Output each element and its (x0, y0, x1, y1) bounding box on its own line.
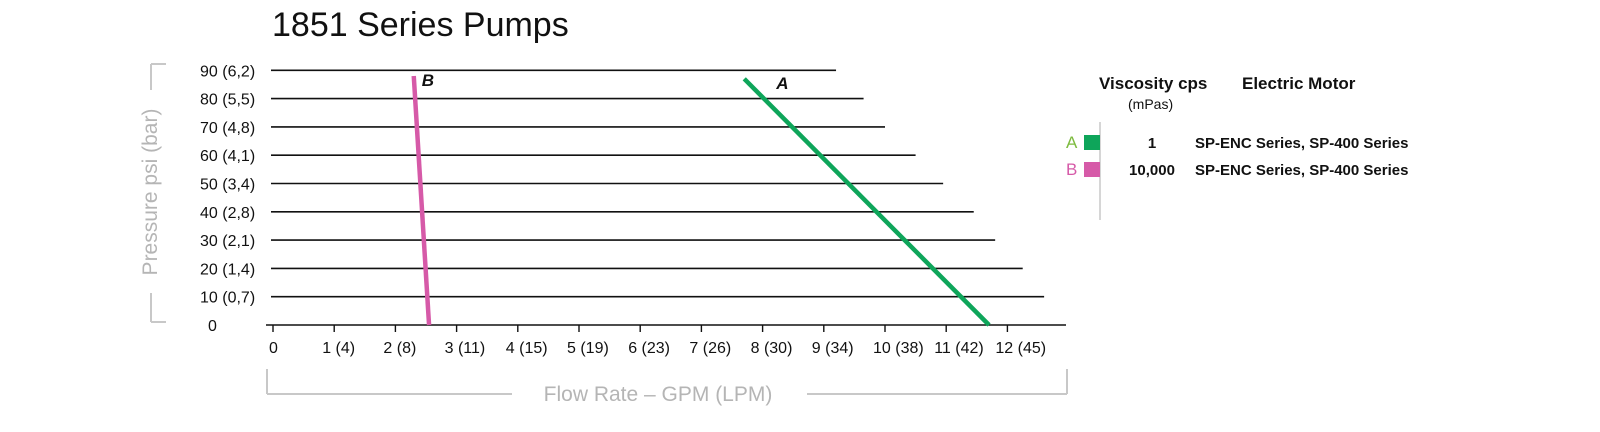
legend-motor-b: SP-ENC Series, SP-400 Series (1195, 162, 1408, 179)
legend-letter-a: A (1066, 133, 1078, 152)
series-label-a: A (775, 74, 788, 93)
x-tick-label: 1 (4) (322, 340, 355, 357)
y-axis-bracket (150, 63, 166, 323)
x-tick-label: 0 (269, 340, 278, 357)
y-tick-label: 20 (1,4) (200, 261, 255, 278)
y-tick-label: 10 (0,7) (200, 290, 255, 307)
y-tick-label: 70 (4,8) (200, 120, 255, 137)
y-tick-label: 80 (5,5) (200, 92, 255, 109)
y-tick-label: 40 (2,8) (200, 205, 255, 222)
series-line-a (742, 77, 991, 327)
x-axis-title: Flow Rate – GPM (LPM) (544, 383, 773, 406)
y-tick-label: 30 (2,1) (200, 233, 255, 250)
legend-header-viscosity-unit: (mPas) (1128, 96, 1173, 112)
x-tick-label: 9 (34) (812, 340, 854, 357)
chart-title: 1851 Series Pumps (272, 6, 569, 44)
legend-letter-b: B (1066, 160, 1077, 179)
series-line-b (411, 75, 432, 326)
x-tick-label: 5 (19) (567, 340, 609, 357)
x-tick-label: 10 (38) (873, 340, 924, 357)
series-label-b: B (422, 71, 434, 90)
legend-header-viscosity: Viscosity cps (1099, 74, 1207, 93)
x-tick-label: 4 (15) (506, 340, 548, 357)
y-tick-label: 90 (6,2) (200, 63, 255, 80)
x-tick-label: 8 (30) (751, 340, 793, 357)
x-tick-label: 11 (42) (934, 340, 984, 357)
x-tick-label: 12 (45) (995, 340, 1046, 357)
y-axis: 0 10 (0,7) 20 (1,4) 30 (2,1) 40 (2,8) 50 (3,4… (200, 63, 255, 335)
legend: Viscosity cps (mPas) Electric Motor A 1 SP-EN… (1066, 74, 1408, 220)
x-tick-label: 7 (26) (689, 340, 731, 357)
y-tick-label: 0 (208, 318, 217, 335)
y-tick-label: 60 (4,1) (200, 148, 255, 165)
y-axis-title: Pressure psi (bar) (139, 109, 162, 276)
gridlines (271, 69, 1045, 298)
x-tick-label: 2 (8) (383, 340, 416, 357)
legend-swatch-a (1084, 135, 1100, 150)
x-axis-bracket (266, 369, 1068, 395)
legend-viscosity-a: 1 (1148, 135, 1156, 152)
legend-header-motor: Electric Motor (1242, 74, 1356, 93)
x-axis: 0 1 (4) 2 (8) 3 (11) 4 (15) 5 (19) 6 (23) 7 (26… (266, 324, 1066, 357)
legend-motor-a: SP-ENC Series, SP-400 Series (1195, 135, 1408, 152)
x-tick-label: 6 (23) (628, 340, 670, 357)
legend-viscosity-b: 10,000 (1129, 162, 1175, 179)
y-tick-label: 50 (3,4) (200, 177, 255, 194)
x-tick-label: 3 (11) (445, 340, 486, 357)
series-layer: AB (411, 71, 991, 327)
legend-swatch-b (1084, 162, 1100, 177)
